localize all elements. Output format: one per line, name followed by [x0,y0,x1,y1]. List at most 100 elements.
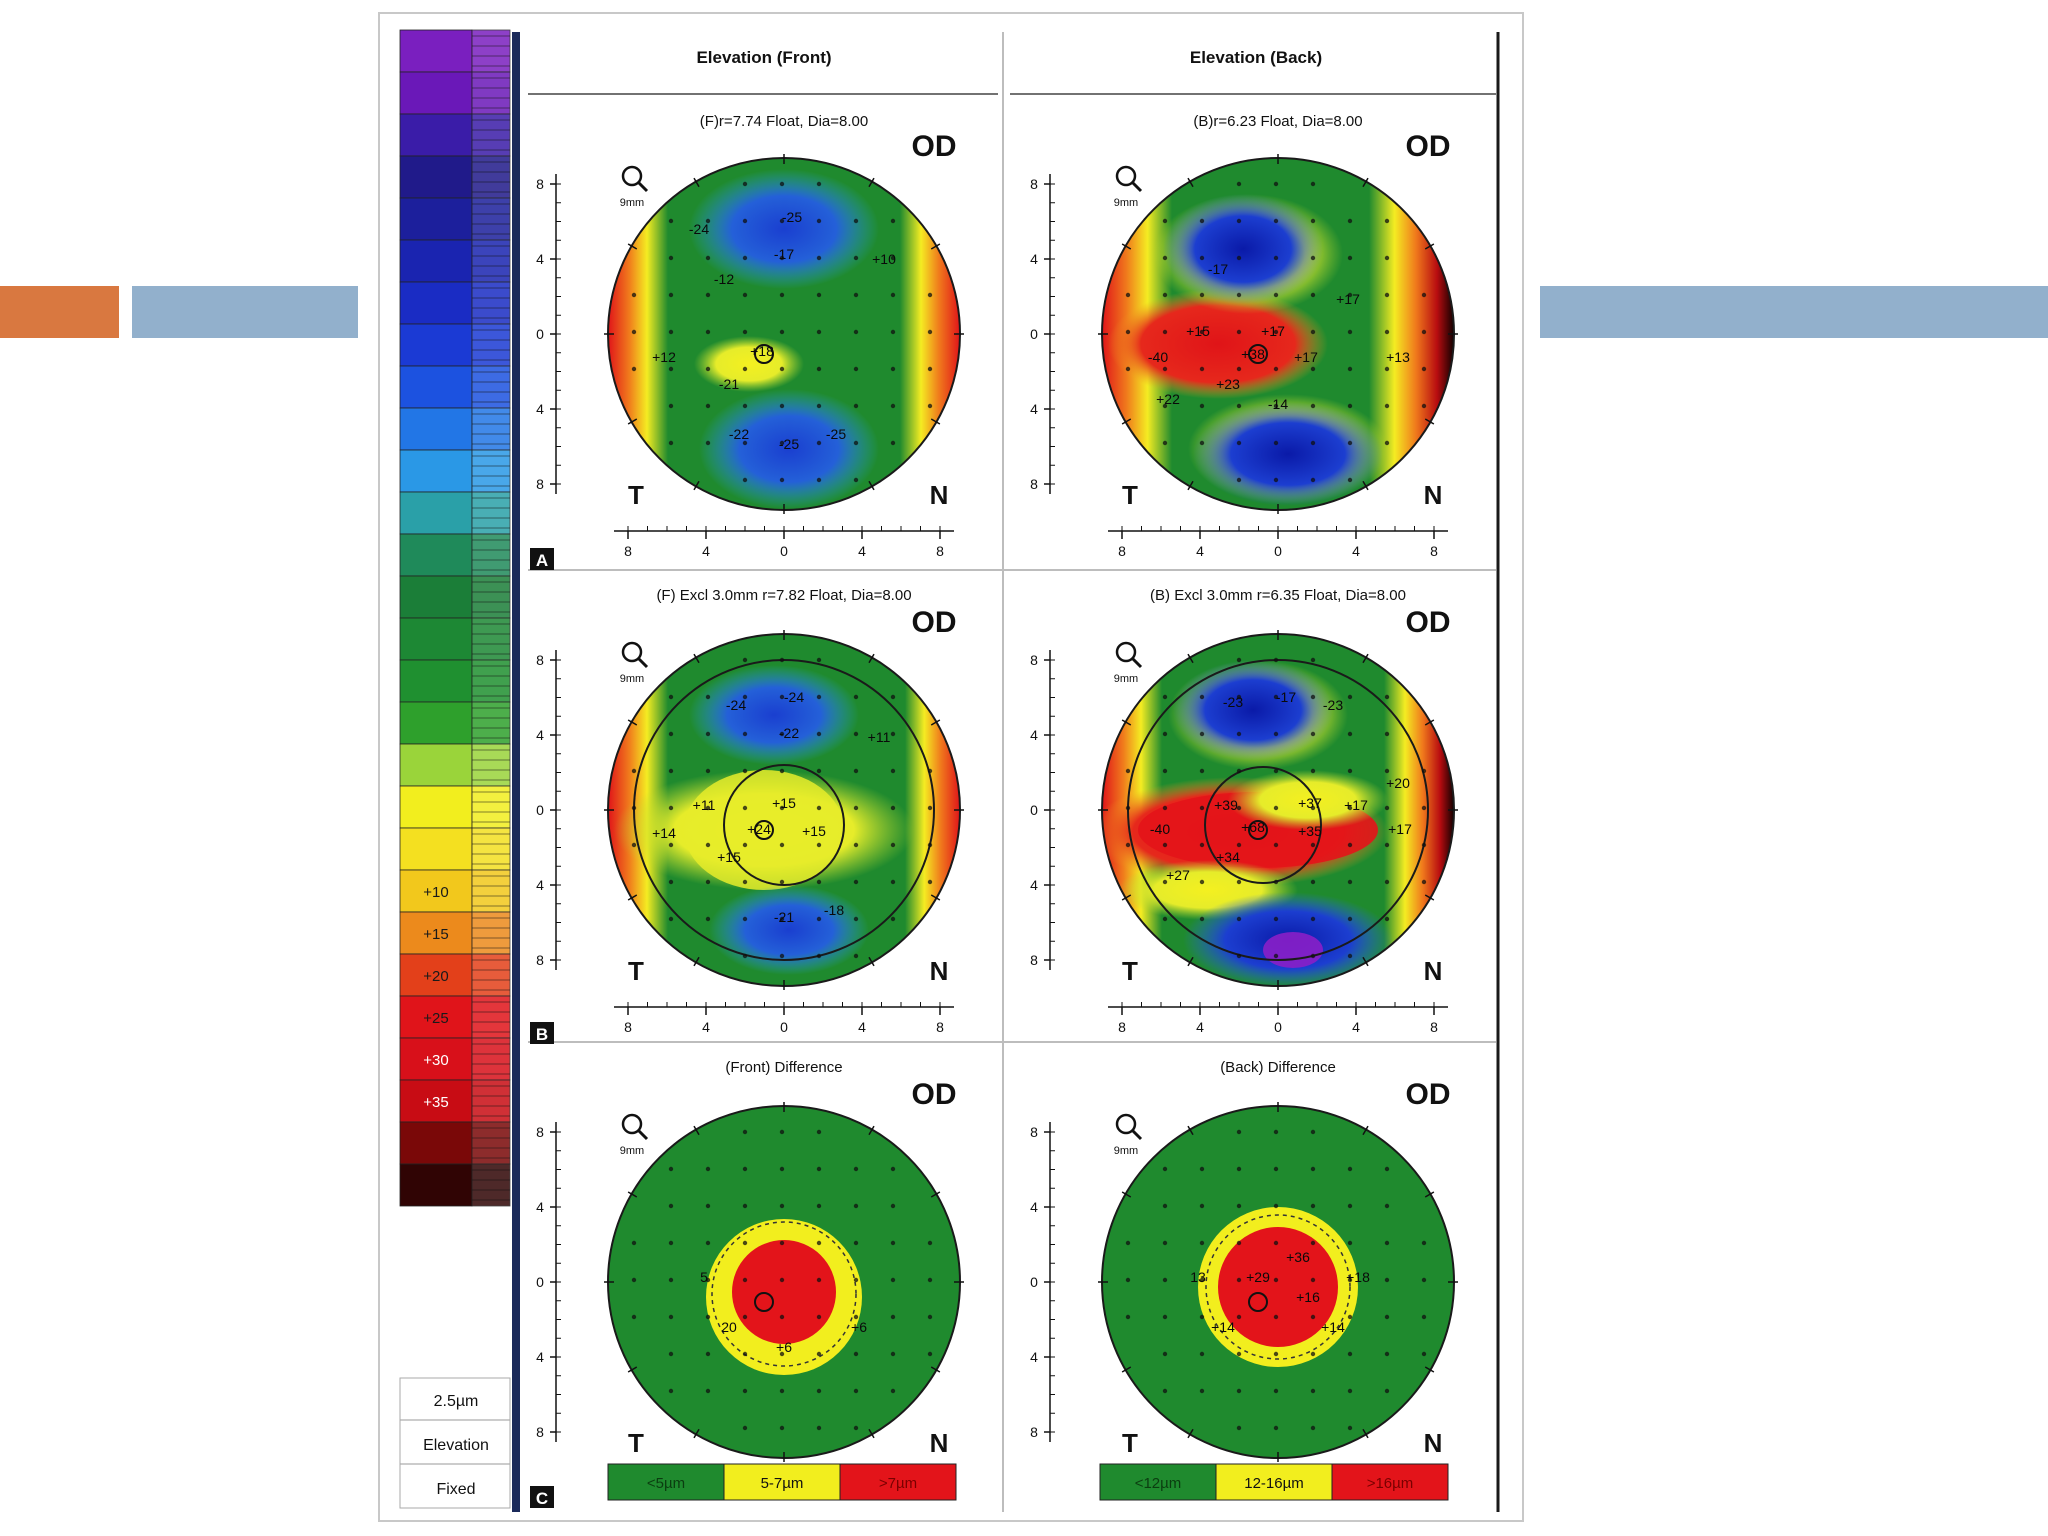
axis-tick-label: 4 [1030,1199,1038,1215]
scale-swatch [399,491,473,535]
elevation-value: -21 [774,909,794,925]
elevation-value: +17 [1388,821,1412,837]
scale-swatch [399,533,473,577]
elevation-value: +12 [652,349,676,365]
scale-swatch [399,407,473,451]
axis-tick-label: 4 [1030,727,1038,743]
scale-swatch [399,1163,473,1207]
elevation-value: -17 [1208,261,1228,277]
scale-swatch [399,113,473,157]
zoom-magnifier-icon[interactable]: 9mm [620,165,649,209]
scale-swatch [399,575,473,619]
elevation-value: +10 [872,251,896,267]
elevation-value: -25 [826,426,846,442]
temporal-label: T [628,1428,644,1458]
row-badge-b: B [536,1025,548,1044]
zoom-magnifier-icon[interactable]: 9mm [1114,1113,1143,1157]
axis-tick-label: 0 [1030,1274,1038,1290]
eye-label: OD [1406,606,1451,639]
axis-tick-label: 4 [1196,543,1204,559]
elevation-value: +20 [1386,775,1410,791]
vertical-axis: 8 4 0 4 8 [536,1122,561,1442]
elevation-map [1102,1106,1454,1458]
axis-tick-label: 8 [536,176,544,192]
axis-tick-label: 4 [702,543,710,559]
zoom-label: 9mm [1114,197,1138,209]
nasal-label: N [1424,1428,1443,1458]
elevation-value: +11 [693,797,716,813]
axis-tick-label: 0 [1274,1019,1282,1035]
axis-tick-label: 4 [702,1019,710,1035]
elevation-value: -40 [1150,821,1170,837]
vertical-axis: 8 4 0 4 8 [536,174,561,494]
zoom-magnifier-icon[interactable]: 9mm [620,1113,649,1157]
elevation-value: 20 [721,1319,737,1335]
panel-title: (B) Excl 3.0mm r=6.35 Float, Dia=8.00 [1150,587,1406,604]
horizontal-axis: 8 4 0 4 8 [614,526,954,559]
elevation-value: +11 [868,729,891,745]
elevation-value: +23 [1216,376,1240,392]
scale-label: +35 [423,1094,448,1111]
axis-tick-label: 8 [536,476,544,492]
legend-back-high: >16µm [1367,1475,1414,1492]
vertical-axis: 8 4 0 4 8 [1030,650,1055,970]
nasal-label: N [1424,956,1443,986]
zoom-label: 9mm [620,673,644,685]
column-header-back: Elevation (Back) [1190,48,1322,67]
elevation-value: +27 [1166,867,1190,883]
scale-swatch [399,659,473,703]
elevation-value: 13 [1190,1269,1206,1285]
axis-tick-label: 0 [536,326,544,342]
scale-swatch [399,911,473,955]
axis-tick-label: 4 [858,543,866,559]
elevation-value: -18 [824,902,844,918]
elevation-value: -21 [719,376,739,392]
axis-tick-label: 8 [936,1019,944,1035]
scale-swatch [399,617,473,661]
axis-tick-label: 4 [1352,543,1360,559]
axis-tick-label: 4 [1352,1019,1360,1035]
elevation-value: -22 [729,426,749,442]
elevation-value: -25 [782,209,802,225]
axis-tick-label: 4 [536,251,544,267]
elevation-value: +16 [1296,1289,1320,1305]
zoom-magnifier-icon[interactable]: 9mm [1114,641,1143,685]
accent-bar-blue-right [1540,286,2048,338]
nasal-label: N [1424,480,1443,510]
eye-label: OD [912,606,957,639]
accent-bar-orange [0,286,119,338]
axis-tick-label: 8 [936,543,944,559]
zoom-magnifier-icon[interactable]: 9mm [620,641,649,685]
scale-label: +20 [423,968,448,985]
elevation-value: +68 [1241,819,1265,835]
scale-swatch [399,1079,473,1123]
elevation-value: +17 [1344,797,1368,813]
apex-marker [1248,344,1268,364]
elevation-value: +18 [1346,1269,1370,1285]
axis-tick-label: 8 [1030,1124,1038,1140]
apex-marker [1248,1292,1268,1312]
nasal-label: N [930,480,949,510]
panel-title: (F) Excl 3.0mm r=7.82 Float, Dia=8.00 [656,587,911,604]
axis-tick-label: 4 [1030,401,1038,417]
scale-swatch [399,701,473,745]
scale-type-label: Fixed [436,1481,475,1498]
axis-tick-label: 4 [1196,1019,1204,1035]
apex-marker [754,820,774,840]
elevation-value: -25 [779,436,799,452]
elevation-value: +17 [1261,323,1285,339]
elevation-value: +14 [652,825,676,841]
elevation-value: -22 [779,725,799,741]
axis-tick-label: 4 [536,1349,544,1365]
row-badge-a: A [536,551,548,570]
elevation-value: +36 [1286,1249,1310,1265]
zoom-magnifier-icon[interactable]: 9mm [1114,165,1143,209]
panel-title: (Front) Difference [725,1059,842,1076]
elevation-value: +34 [1216,849,1240,865]
axis-tick-label: 4 [536,401,544,417]
nasal-label: N [930,1428,949,1458]
vertical-axis: 8 4 0 4 8 [1030,174,1055,494]
elevation-value: -40 [1148,349,1168,365]
axis-tick-label: 4 [536,727,544,743]
pentacam-elevation-figure: +10 +15 +20 +25 +30 +35 2.5µm Elevation Fixed… [378,12,1524,1522]
